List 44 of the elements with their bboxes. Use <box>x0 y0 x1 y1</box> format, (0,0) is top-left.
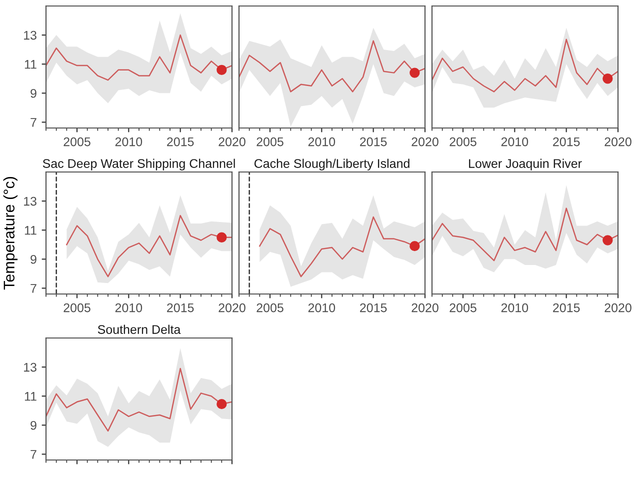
x-tick-label: 2005 <box>256 137 284 146</box>
x-tick-label: 2010 <box>115 137 142 146</box>
x-tick-label: 2010 <box>308 303 336 312</box>
chart-title: Lower Joaquin River <box>469 158 582 170</box>
x-tick-label: 2010 <box>115 303 142 312</box>
x-tick-label: 2015 <box>553 137 580 146</box>
x-tick-label: 2005 <box>256 303 284 312</box>
y-tick-label: 13 <box>24 30 36 40</box>
x-tick-label: 2015 <box>360 303 387 312</box>
x-tick-label: 2015 <box>167 137 194 146</box>
x-tick-label: 2005 <box>450 303 476 312</box>
line-series <box>66 214 232 278</box>
y-tick-label: 7 <box>30 284 36 293</box>
x-tick-label: 2020 <box>412 137 438 146</box>
line-series <box>46 368 232 432</box>
x-tick-label: 2020 <box>412 303 438 312</box>
y-tick-label: 13 <box>24 362 36 372</box>
x-tick-label: 2005 <box>450 137 476 146</box>
chart-title: Sac Deep Water Shipping Channel <box>42 158 235 170</box>
x-tick-label: 2005 <box>64 303 90 312</box>
y-tick-label: 9 <box>30 88 36 98</box>
y-tick-label: 11 <box>24 60 36 69</box>
y-tick-label: 11 <box>24 392 36 401</box>
line-series <box>46 34 232 81</box>
y-tick-label: 9 <box>30 420 36 430</box>
x-tick-label: 2020 <box>604 303 632 312</box>
y-tick-label: 7 <box>30 118 36 127</box>
chart-title: Cache Slough/Liberty Island <box>254 158 410 170</box>
y-tick-label: 11 <box>24 226 36 235</box>
y-tick-label: 13 <box>24 196 36 206</box>
y-tick-label: 7 <box>30 450 36 459</box>
x-tick-label: 2020 <box>218 303 246 312</box>
x-tick-label: 2015 <box>167 303 194 312</box>
x-tick-label: 2010 <box>501 137 528 146</box>
x-tick-label: 2005 <box>64 137 90 146</box>
x-tick-label: 2010 <box>308 137 336 146</box>
x-tick-label: 2015 <box>553 303 580 312</box>
x-tick-label: 2010 <box>501 303 528 312</box>
x-tick-label: 2015 <box>360 137 387 146</box>
y-axis-title: Temperature (°c) <box>3 176 18 290</box>
x-tick-label: 2020 <box>218 137 246 146</box>
y-tick-label: 9 <box>30 254 36 264</box>
chart-title: Southern Delta <box>98 324 181 334</box>
x-tick-label: 2020 <box>604 137 632 146</box>
